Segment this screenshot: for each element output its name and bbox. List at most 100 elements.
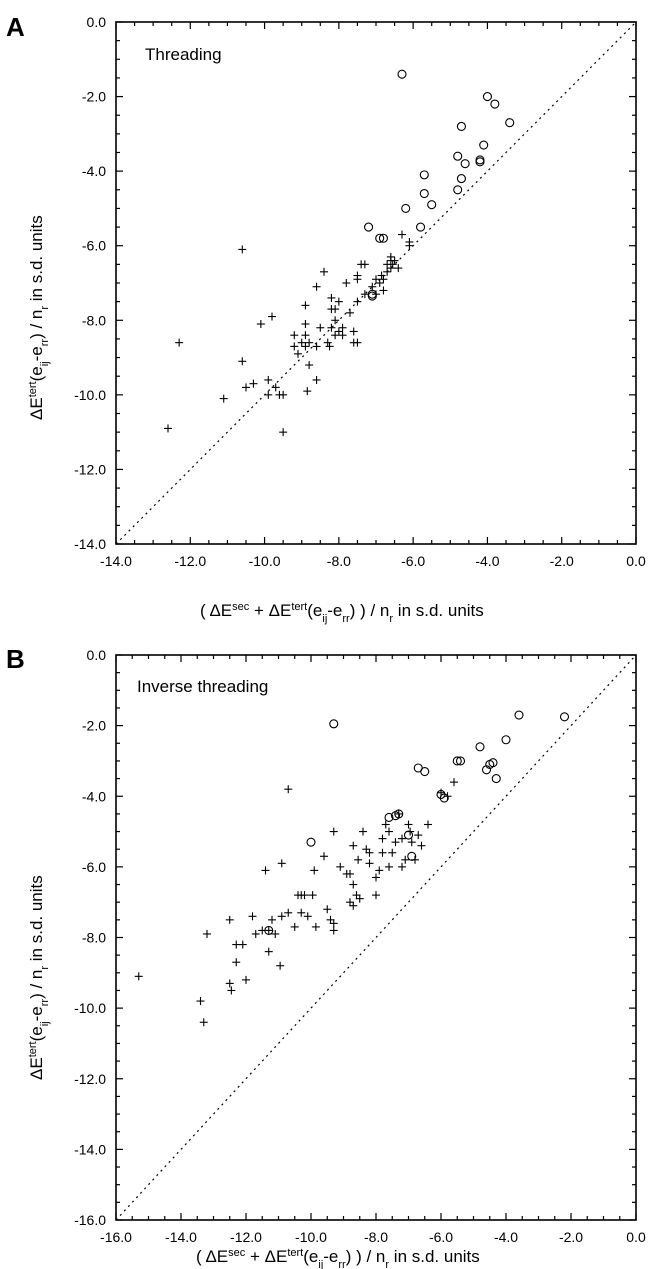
cross-point: [199, 1018, 208, 1027]
data-marks-b: [134, 710, 570, 1027]
cross-point: [383, 267, 392, 276]
circle-point: [456, 121, 466, 131]
cross-point: [276, 961, 285, 970]
cross-point: [375, 866, 384, 875]
cross-point: [264, 926, 273, 935]
x-tick-label: -16.0: [100, 1229, 132, 1245]
cross-point: [248, 912, 257, 921]
cross-point: [279, 390, 288, 399]
cross-point: [346, 869, 354, 878]
y-tick-label: -14.0: [74, 1141, 106, 1157]
x-tick-label: -14.0: [165, 1229, 197, 1245]
cross-point: [331, 316, 340, 325]
cross-point: [394, 264, 403, 273]
x-tick-label: -10.0: [295, 1229, 327, 1245]
circle-point: [490, 99, 500, 109]
cross-point: [355, 894, 364, 903]
y-tick-label: -8.0: [82, 930, 106, 946]
cross-point: [297, 908, 306, 917]
circle-point: [514, 710, 524, 720]
cross-point: [390, 256, 399, 265]
cross-point: [227, 986, 236, 995]
cross-point: [323, 338, 332, 347]
circle-point: [491, 774, 501, 784]
cross-point: [450, 778, 458, 787]
cross-point: [175, 338, 184, 347]
cross-point: [372, 891, 380, 900]
circle-point: [475, 157, 485, 167]
cross-point: [279, 428, 288, 437]
cross-point: [301, 342, 310, 351]
cross-point: [290, 342, 299, 351]
circle-point: [479, 140, 489, 150]
cross-point: [301, 301, 310, 310]
cross-point: [381, 820, 390, 829]
cross-point: [300, 891, 309, 900]
y-axis-label-a: ΔEtert(eij-err) / nr in s.d. units: [27, 215, 51, 420]
cross-point: [203, 929, 211, 938]
cross-point: [365, 848, 374, 857]
circle-point: [407, 851, 417, 861]
circle-point: [481, 765, 492, 775]
cross-point: [242, 975, 250, 984]
circle-point: [367, 291, 377, 301]
cross-point: [349, 901, 358, 910]
cross-point: [219, 394, 228, 403]
cross-point: [232, 958, 241, 967]
cross-point: [379, 275, 388, 284]
circle-point: [306, 837, 316, 847]
cross-point: [323, 905, 332, 914]
y-tick-label: -6.0: [82, 859, 106, 875]
cross-point: [264, 375, 273, 384]
cross-point: [271, 929, 280, 938]
cross-point: [249, 379, 258, 388]
circle-point: [475, 742, 485, 752]
x-tick-label: -2.0: [559, 1229, 583, 1245]
cross-point: [334, 297, 343, 306]
cross-point: [404, 820, 413, 829]
cross-point: [385, 827, 393, 836]
cross-point: [401, 855, 410, 864]
circle-point: [403, 830, 414, 840]
cross-point: [264, 390, 273, 399]
y-tick-label: -4.0: [82, 163, 106, 179]
circle-point: [401, 203, 411, 213]
cross-point: [297, 338, 306, 347]
cross-point: [320, 267, 328, 276]
cross-point: [301, 331, 310, 340]
cross-point: [290, 331, 299, 340]
cross-point: [303, 912, 312, 921]
x-tick-label: -8.0: [364, 1229, 388, 1245]
cross-point: [251, 929, 260, 938]
y-tick-label: -12.0: [74, 1071, 106, 1087]
circle-point: [455, 756, 466, 766]
panel-a: A -14.0 -12.0 -10.0 -8.0 -6.0 -4.0 -2.0 0.00.0-…: [6, 12, 646, 625]
cross-point: [398, 862, 406, 871]
cross-point: [301, 320, 310, 329]
cross-point: [277, 912, 286, 921]
cross-point: [238, 245, 247, 254]
x-tick-label: -8.0: [327, 553, 351, 569]
cross-point: [284, 785, 293, 794]
x-tick-label: -6.0: [401, 553, 425, 569]
cross-point: [277, 859, 286, 868]
cross-point: [417, 841, 426, 850]
cross-point: [385, 862, 393, 871]
circle-point: [378, 233, 388, 243]
y-tick-label: -4.0: [82, 788, 106, 804]
cross-point: [354, 855, 363, 864]
cross-point: [326, 915, 335, 924]
cross-point: [338, 331, 347, 340]
circle-point: [397, 69, 407, 79]
y-tick-label: -10.0: [74, 387, 106, 403]
circle-point: [453, 151, 463, 161]
y-axis-label-b: ΔEtert(eij-err) / nr in s.d. units: [27, 875, 51, 1080]
panel-letter-b: B: [6, 644, 25, 674]
panel-b: B -16.0 -14.0 -12.0 -10.0 -8.0 -6.0 -4.0 -2.0 0.…: [6, 644, 646, 1269]
cross-point: [312, 342, 321, 351]
x-tick-label: -4.0: [494, 1229, 518, 1245]
cross-point: [312, 282, 321, 291]
panel-letter-a: A: [6, 12, 25, 42]
circle-point: [394, 809, 404, 819]
